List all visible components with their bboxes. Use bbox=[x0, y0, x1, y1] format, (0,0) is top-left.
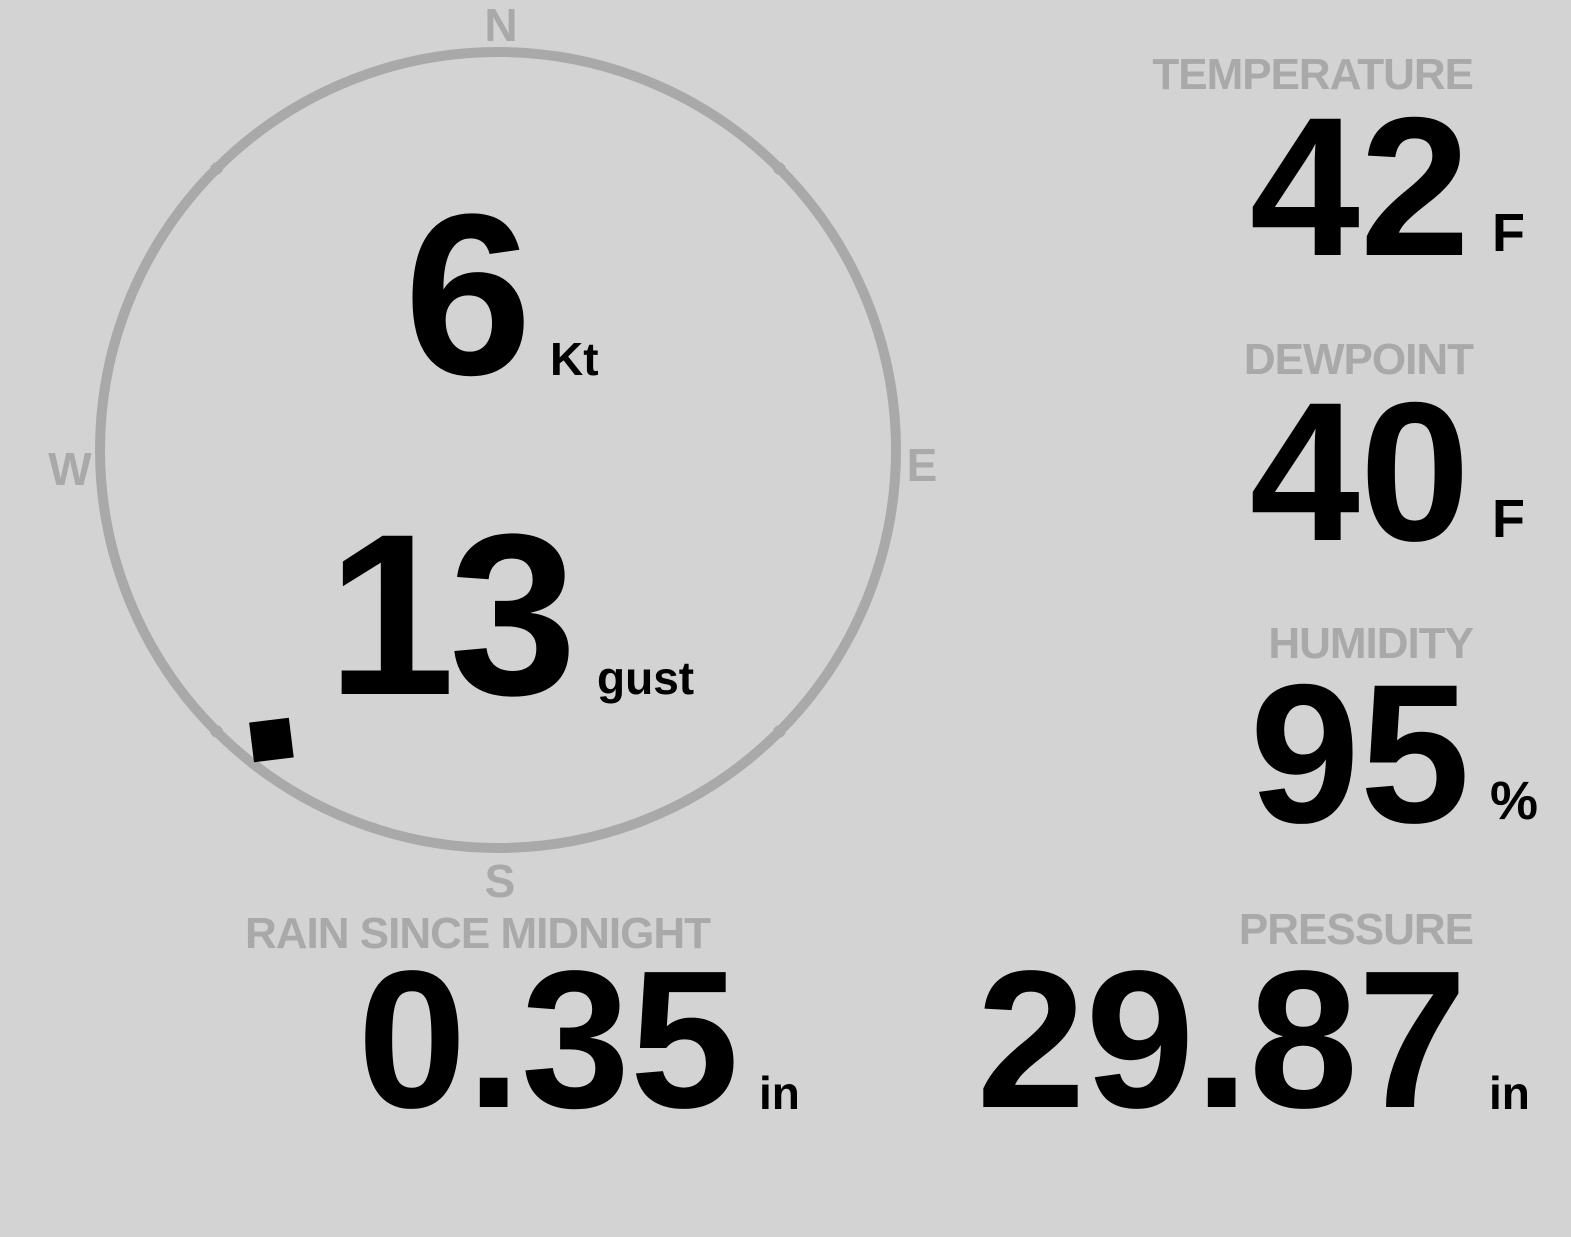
compass-tick bbox=[210, 162, 223, 175]
temperature-value: 42 bbox=[1249, 76, 1470, 297]
compass-n: N bbox=[484, 0, 518, 51]
rain-unit: in bbox=[759, 1067, 800, 1119]
wind-gust-value: 13 bbox=[327, 486, 577, 743]
dewpoint-unit: F bbox=[1492, 489, 1525, 549]
wind-direction-marker bbox=[249, 717, 294, 763]
temperature-label: TEMPERATURE bbox=[1152, 50, 1474, 99]
humidity-unit: % bbox=[1490, 771, 1539, 831]
compass-tick bbox=[773, 725, 786, 738]
wind-speed-value: 6 bbox=[404, 166, 532, 423]
dewpoint-label: DEWPOINT bbox=[1243, 335, 1474, 384]
dewpoint-value: 40 bbox=[1249, 361, 1470, 582]
pressure-value: 29.87 bbox=[976, 930, 1467, 1149]
temperature-unit: F bbox=[1492, 203, 1525, 263]
pressure-label: PRESSURE bbox=[1238, 905, 1474, 954]
compass-e: E bbox=[906, 439, 938, 491]
compass-s: S bbox=[484, 855, 516, 907]
pressure-unit: in bbox=[1489, 1067, 1530, 1119]
wind-speed-unit: Kt bbox=[550, 333, 599, 385]
compass-w: W bbox=[48, 443, 92, 495]
humidity-label: HUMIDITY bbox=[1268, 619, 1474, 668]
compass-ring bbox=[95, 47, 901, 853]
wind-gust-unit: gust bbox=[597, 652, 695, 704]
compass-tick bbox=[773, 162, 786, 175]
humidity-value: 95 bbox=[1249, 643, 1470, 864]
rain-value: 0.35 bbox=[357, 930, 739, 1149]
compass-tick bbox=[210, 725, 223, 738]
rain-label: RAIN SINCE MIDNIGHT bbox=[245, 909, 711, 958]
